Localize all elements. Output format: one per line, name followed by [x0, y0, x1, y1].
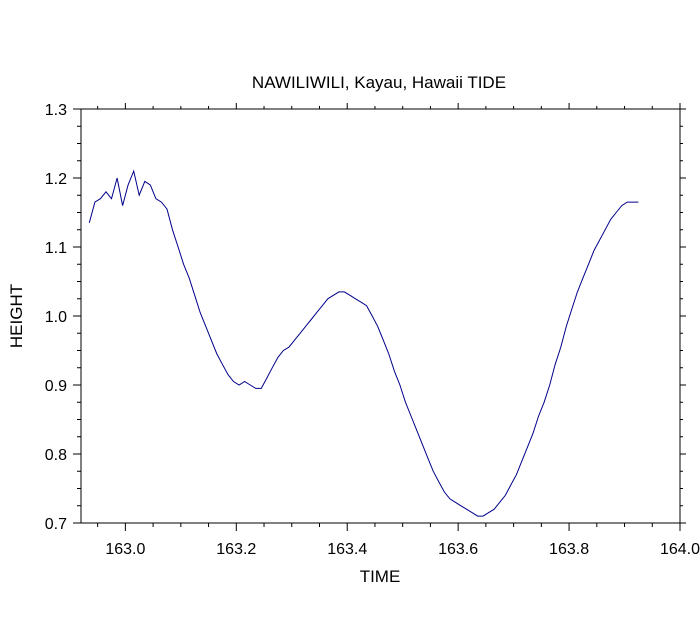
x-tick-label: 163.6 — [438, 541, 478, 558]
tide-height-line — [88, 169, 639, 517]
x-axis-label: TIME — [360, 567, 401, 586]
y-tick-label: 1.0 — [45, 309, 67, 326]
x-tick-label: 164.0 — [660, 541, 700, 558]
y-tick-label: 1.1 — [45, 240, 67, 257]
y-tick-label: 1.3 — [45, 102, 67, 119]
x-tick-label: 163.2 — [216, 541, 256, 558]
plot-layer: 0.7 0.8 0.9 1.0 1.1 1.2 1.3 163.0 163.2 163.4 163.… — [45, 102, 700, 558]
plot-frame — [80, 108, 681, 524]
y-tick-label: 0.9 — [45, 378, 67, 395]
y-tick-label: 1.2 — [45, 171, 67, 188]
y-tick-label: 0.8 — [45, 447, 67, 464]
x-tick-label: 163.0 — [105, 541, 145, 558]
y-tick-label: 0.7 — [45, 516, 67, 533]
x-tick-label: 163.8 — [549, 541, 589, 558]
chart-title: NAWILIWILI, Kayau, Hawaii TIDE — [252, 73, 506, 92]
x-tick-label: 163.4 — [327, 541, 367, 558]
y-axis-label: HEIGHT — [7, 284, 26, 348]
